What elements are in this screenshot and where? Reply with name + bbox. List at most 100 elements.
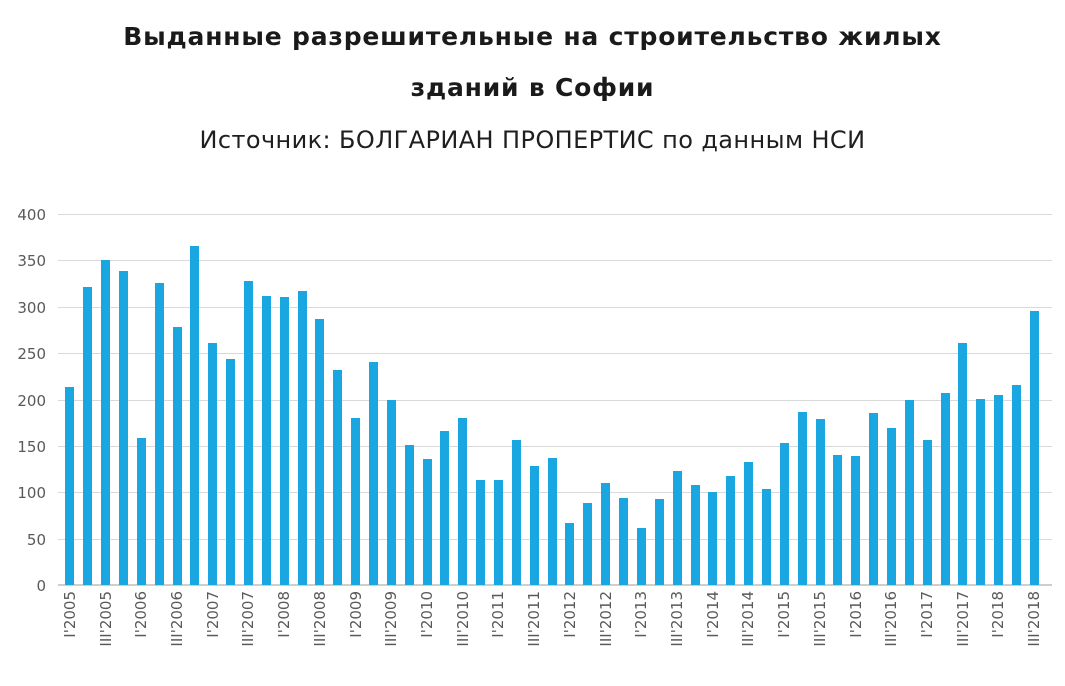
bar-slot — [865, 215, 883, 585]
bar-slot — [168, 215, 186, 585]
bar-III'2014 — [744, 461, 754, 585]
bar-slot — [829, 215, 847, 585]
bar-I'2010 — [422, 459, 432, 585]
gridline — [58, 353, 1052, 355]
x-axis-label: I'2008 — [275, 591, 294, 638]
bar-IV'2014 — [761, 488, 771, 585]
bar-slot — [311, 215, 329, 585]
bar-slot — [293, 215, 311, 585]
gridline — [58, 306, 1052, 308]
bar-II'2011 — [511, 439, 521, 585]
bar-II'2012 — [583, 502, 593, 585]
bar-IV'2016 — [904, 400, 914, 585]
bar-II'2008 — [297, 290, 307, 585]
bar-slot — [257, 215, 275, 585]
x-axis-label: I'2011 — [489, 591, 508, 638]
bar-IV'2013 — [690, 485, 700, 585]
bar-III'2010 — [458, 417, 468, 585]
x-axis-line — [58, 584, 1052, 586]
bar-I'2007 — [208, 342, 218, 585]
bar-II'2013 — [654, 498, 664, 585]
bar-slot — [918, 215, 936, 585]
bar-slot — [240, 215, 258, 585]
bar-slot — [954, 215, 972, 585]
bar-slot — [561, 215, 579, 585]
bar-II'2006 — [154, 282, 164, 585]
bar-slot — [222, 215, 240, 585]
bar-slot — [472, 215, 490, 585]
y-axis-label: 100 — [17, 484, 46, 503]
x-axis-label: III'2018 — [1025, 591, 1044, 647]
bar-I'2005 — [65, 387, 75, 585]
bar-slot — [633, 215, 651, 585]
gridline — [58, 445, 1052, 447]
bar-slot — [758, 215, 776, 585]
bar-I'2006 — [136, 437, 146, 585]
chart-title-line2: зданий в Софии — [410, 73, 655, 102]
bar-slot — [936, 215, 954, 585]
x-axis-label: III'2012 — [596, 591, 615, 647]
bar-slot — [883, 215, 901, 585]
bar-I'2012 — [565, 523, 575, 585]
x-axis-label: I'2012 — [560, 591, 579, 638]
bar-slot — [668, 215, 686, 585]
bar-slot — [686, 215, 704, 585]
x-axis-labels: I'2005 III'2005 I'2006 III'2006 I'2007 III'20… — [61, 591, 1043, 681]
bar-IV'2006 — [190, 245, 200, 585]
x-axis-label: I'2018 — [989, 591, 1008, 638]
bar-slot — [543, 215, 561, 585]
bar-I'2016 — [851, 455, 861, 585]
bar-III'2012 — [601, 483, 611, 585]
bar-II'2010 — [440, 431, 450, 585]
bar-I'2018 — [994, 395, 1004, 585]
bar-slot — [365, 215, 383, 585]
bar-slot — [61, 215, 79, 585]
bar-slot — [704, 215, 722, 585]
bar-III'2006 — [172, 326, 182, 585]
bar-slot — [97, 215, 115, 585]
bar-II'2017 — [940, 392, 950, 585]
bar-IV'2007 — [261, 296, 271, 585]
bar-IV'2015 — [833, 454, 843, 585]
bar-slot — [329, 215, 347, 585]
bar-II'2009 — [369, 362, 379, 585]
bar-slot — [525, 215, 543, 585]
bar-slot — [615, 215, 633, 585]
bar-III'2008 — [315, 318, 325, 585]
bar-I'2013 — [636, 527, 646, 585]
bar-slot — [132, 215, 150, 585]
x-axis-label: III'2008 — [310, 591, 329, 647]
bar-I'2017 — [922, 439, 932, 585]
bar-slot — [275, 215, 293, 585]
bar-IV'2011 — [547, 458, 557, 585]
x-axis-label: III'2016 — [882, 591, 901, 647]
bar-II'2018 — [1011, 385, 1021, 585]
bar-slot — [436, 215, 454, 585]
x-axis-label: III'2011 — [525, 591, 544, 647]
bar-slot — [400, 215, 418, 585]
bar-II'2005 — [83, 287, 93, 585]
bar-slot — [793, 215, 811, 585]
bar-IV'2017 — [976, 399, 986, 585]
x-axis-label: I'2007 — [203, 591, 222, 638]
bar-III'2009 — [386, 400, 396, 585]
y-axis-label: 300 — [17, 298, 46, 317]
bar-slot — [150, 215, 168, 585]
bar-I'2009 — [351, 417, 361, 585]
bar-III'2018 — [1029, 311, 1039, 585]
bar-slot — [579, 215, 597, 585]
bar-II'2014 — [726, 475, 736, 585]
gridline — [58, 399, 1052, 401]
bar-slot — [382, 215, 400, 585]
x-axis-label: III'2010 — [453, 591, 472, 647]
y-axis-label: 0 — [36, 577, 46, 595]
bar-I'2015 — [779, 442, 789, 585]
y-axis-label: 150 — [17, 437, 46, 456]
bar-IV'2012 — [619, 498, 629, 585]
x-axis-label: I'2016 — [846, 591, 865, 638]
bar-slot — [204, 215, 222, 585]
y-axis-label: 350 — [17, 252, 46, 271]
bar-slot — [722, 215, 740, 585]
bar-III'2011 — [529, 465, 539, 585]
